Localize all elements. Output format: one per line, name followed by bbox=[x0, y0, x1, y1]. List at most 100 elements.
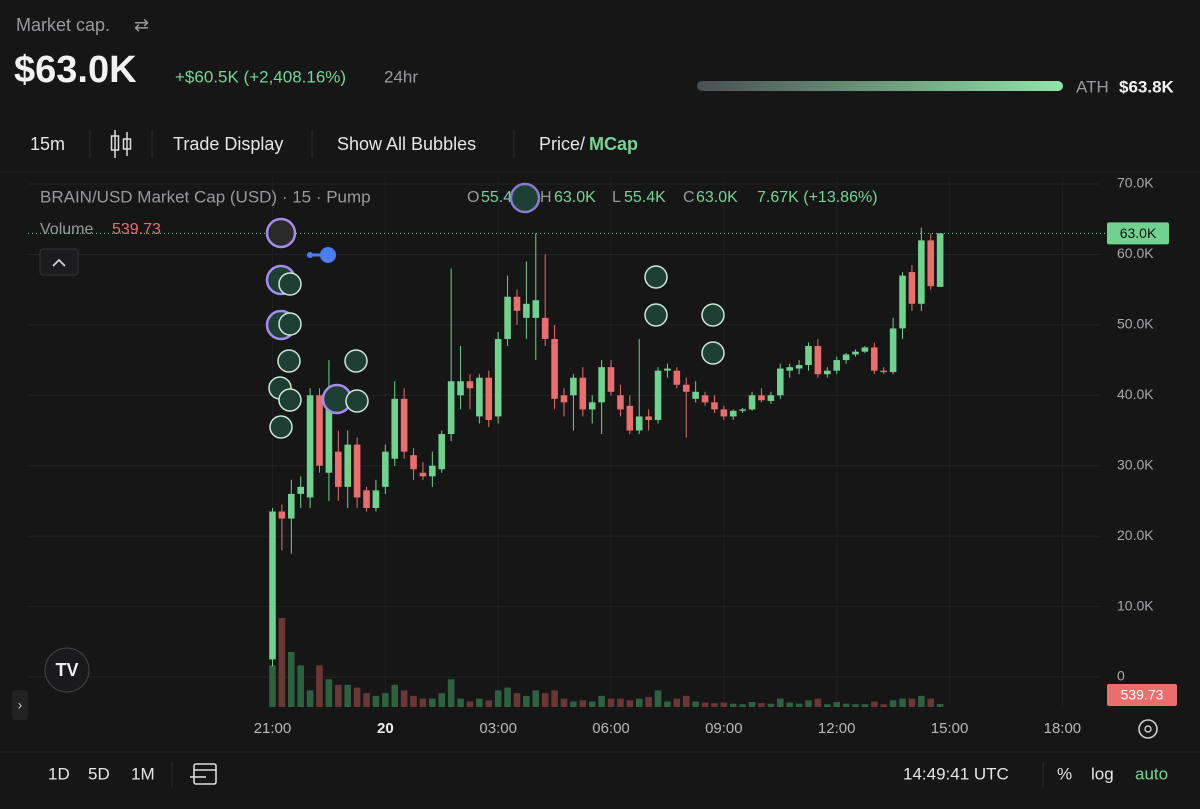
volume-bar bbox=[504, 687, 511, 707]
candle-body bbox=[814, 346, 822, 375]
side-tab[interactable] bbox=[12, 690, 28, 720]
volume-bar bbox=[335, 684, 342, 707]
volume-bar bbox=[918, 695, 925, 707]
candle-body bbox=[306, 395, 314, 498]
volume-bar bbox=[476, 698, 483, 707]
collapse-button[interactable] bbox=[39, 248, 79, 276]
volume-bar bbox=[532, 690, 540, 707]
candle-body bbox=[363, 490, 370, 508]
mcap-toggle[interactable]: MCap bbox=[589, 134, 638, 154]
volume-bar bbox=[382, 693, 389, 707]
volume-bar bbox=[438, 693, 446, 707]
candle-body bbox=[918, 240, 925, 304]
volume-bar bbox=[372, 695, 380, 707]
swap-icon[interactable]: ⇄ bbox=[134, 15, 149, 35]
candle-body bbox=[739, 409, 746, 411]
candle-body bbox=[617, 395, 624, 410]
last-price-tag bbox=[1107, 222, 1169, 245]
side-tab-icon: › bbox=[18, 697, 23, 713]
settings-icon-core bbox=[1144, 725, 1152, 733]
candle-body bbox=[297, 486, 304, 494]
candle-body bbox=[588, 402, 596, 410]
candle-body bbox=[429, 465, 436, 477]
candle-body bbox=[560, 395, 568, 403]
candle-body bbox=[899, 275, 906, 329]
candle-body bbox=[551, 338, 558, 399]
volume-bar bbox=[410, 695, 417, 707]
candle-body bbox=[635, 416, 643, 431]
volume-bar bbox=[297, 665, 304, 707]
volume-bar bbox=[673, 698, 681, 707]
settings-icon[interactable] bbox=[1138, 719, 1158, 739]
percent-toggle[interactable]: % bbox=[1057, 764, 1072, 783]
volume-bar bbox=[711, 703, 718, 707]
ohlc-key: L bbox=[612, 189, 621, 206]
volume-bar bbox=[729, 703, 737, 707]
trade-display[interactable]: Trade Display bbox=[173, 134, 283, 154]
volume-bar bbox=[541, 693, 549, 707]
volume-value: 539.73 bbox=[112, 221, 161, 238]
volume-bar bbox=[269, 665, 276, 707]
ohlc-change: 7.67K (+13.86%) bbox=[757, 189, 878, 206]
auto-toggle[interactable]: auto bbox=[1135, 764, 1168, 783]
candle-body bbox=[466, 381, 474, 389]
range-button[interactable]: 5D bbox=[88, 764, 110, 783]
candle-body bbox=[457, 381, 464, 396]
tv-logo[interactable] bbox=[44, 647, 90, 693]
interval[interactable]: 15m bbox=[30, 134, 65, 154]
candle-body bbox=[513, 296, 521, 311]
date-range-icon[interactable] bbox=[190, 763, 217, 785]
x-tick-label: 12:00 bbox=[818, 720, 856, 737]
candle-body bbox=[335, 451, 342, 487]
log-toggle[interactable]: log bbox=[1091, 764, 1114, 783]
volume-bar bbox=[776, 698, 784, 707]
volume-bar bbox=[739, 704, 746, 707]
candle-body bbox=[673, 370, 681, 385]
volume-label: Volume bbox=[40, 221, 93, 238]
candle-body bbox=[795, 365, 803, 369]
volume-bar bbox=[288, 652, 295, 707]
y-tick-label: 10.0K bbox=[1117, 597, 1154, 613]
volume-bar bbox=[701, 702, 709, 707]
candle-body bbox=[871, 347, 878, 371]
candle-body bbox=[410, 455, 417, 470]
candle-body bbox=[344, 444, 352, 487]
show-bubbles[interactable]: Show All Bubbles bbox=[337, 134, 476, 154]
range-button[interactable]: 1M bbox=[131, 764, 155, 783]
volume-bar bbox=[513, 693, 521, 707]
candle-icon[interactable] bbox=[110, 130, 132, 158]
candle-body bbox=[419, 472, 427, 477]
volume-bar bbox=[400, 690, 408, 707]
change: +$60.5K (+2,408.16%) bbox=[175, 67, 346, 86]
x-tick-label: 21:00 bbox=[254, 720, 292, 737]
volume-bar bbox=[682, 695, 690, 707]
ath-value: $63.8K bbox=[1119, 77, 1175, 96]
volume-bar bbox=[795, 703, 803, 707]
volume-bar bbox=[316, 665, 323, 707]
volume-bar bbox=[429, 698, 436, 707]
volume-bar bbox=[598, 695, 605, 707]
volume-bar bbox=[419, 698, 427, 707]
range-button[interactable]: 1D bbox=[48, 764, 70, 783]
y-tick-label: 60.0K bbox=[1117, 245, 1154, 261]
volume-bar bbox=[692, 701, 699, 707]
x-tick-label: 03:00 bbox=[479, 720, 517, 737]
volume-bar bbox=[833, 702, 840, 707]
volume-bar bbox=[664, 701, 671, 707]
candle-body bbox=[400, 398, 408, 452]
volume-bar bbox=[570, 701, 577, 707]
x-tick-label: 06:00 bbox=[592, 720, 630, 737]
candle-body bbox=[758, 395, 765, 401]
ath-label: ATH bbox=[1076, 77, 1109, 96]
ohlc-key: O bbox=[467, 189, 479, 206]
candle-body bbox=[476, 377, 483, 417]
candle-body bbox=[645, 416, 652, 420]
candle-body bbox=[729, 410, 737, 417]
price-toggle[interactable]: Price/ bbox=[539, 134, 585, 154]
candle-body bbox=[269, 511, 276, 660]
collapse-icon bbox=[52, 258, 66, 267]
volume-bar bbox=[607, 698, 615, 707]
volume-bar bbox=[861, 704, 869, 707]
candle-body bbox=[391, 398, 399, 459]
period: 24hr bbox=[384, 67, 418, 86]
